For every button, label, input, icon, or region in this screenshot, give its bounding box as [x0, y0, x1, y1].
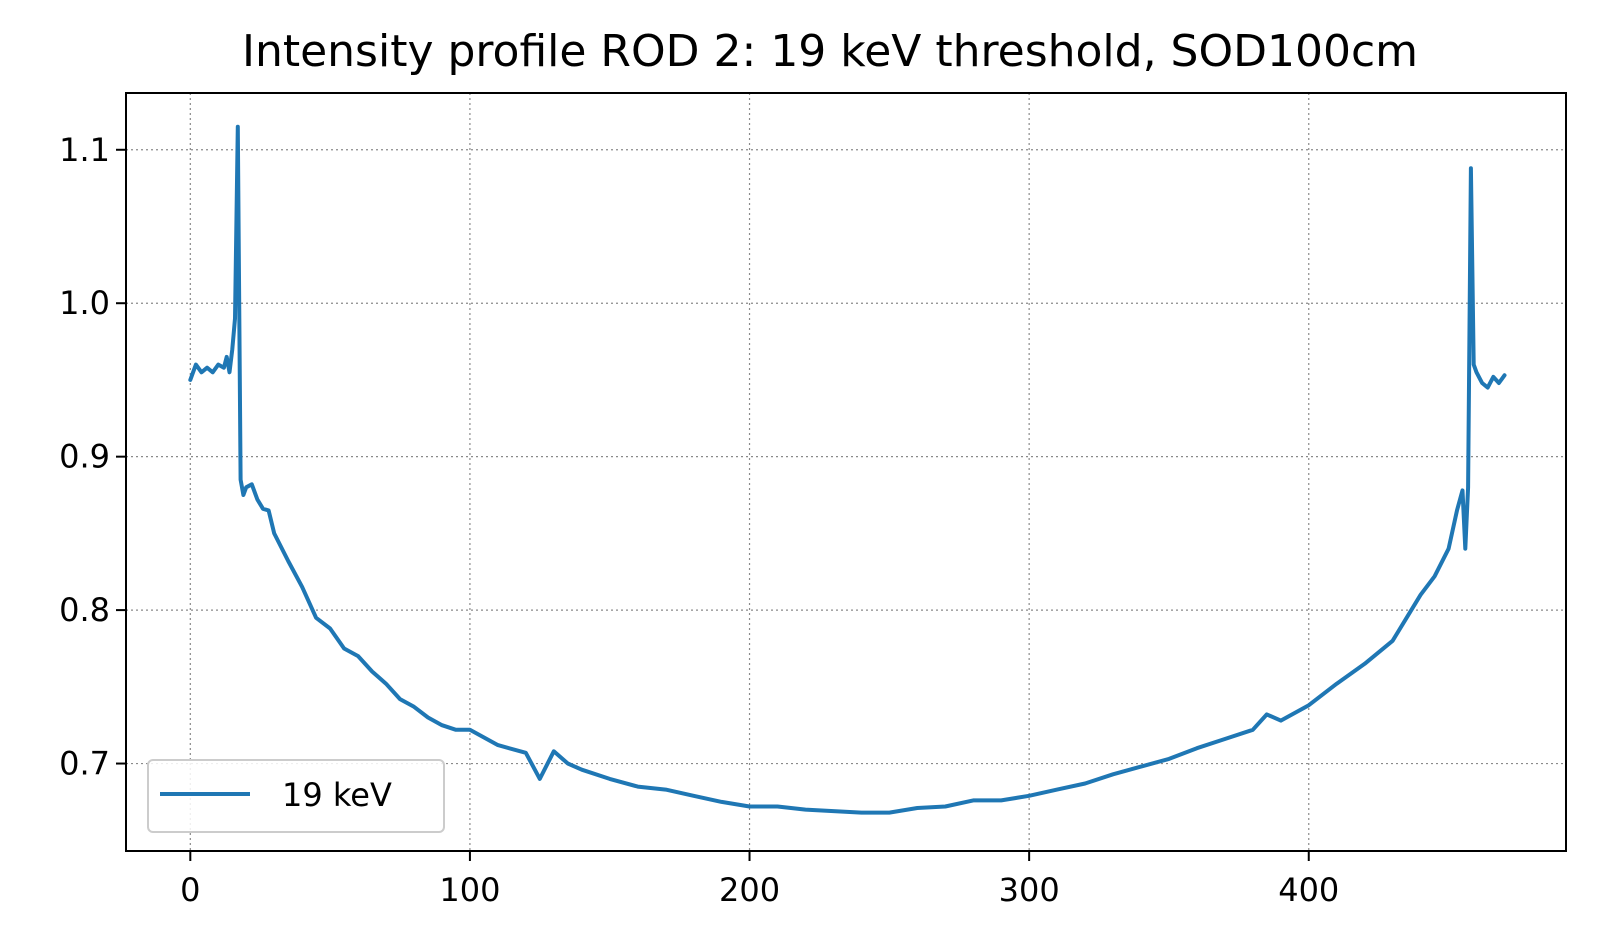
axis-ticks: 0 100 200 300 400 0.7 0.8 0.9 1.0 1.1: [59, 131, 1339, 909]
legend-label: 19 keV: [282, 776, 392, 814]
y-tick-label: 0.8: [59, 591, 110, 629]
x-tick-label: 200: [719, 871, 780, 909]
x-tick-label: 100: [439, 871, 500, 909]
chart-title: Intensity profile ROD 2: 19 keV threshol…: [242, 26, 1418, 77]
series-layer: [188, 124, 1507, 815]
y-tick-label: 1.1: [59, 131, 110, 169]
x-tick-label: 300: [999, 871, 1060, 909]
gridlines: [126, 93, 1566, 851]
y-tick-label: 0.7: [59, 745, 110, 783]
y-tick-label: 1.0: [59, 284, 110, 322]
y-tick-label: 0.9: [59, 438, 110, 476]
plot-area-frame: [125, 92, 1567, 852]
series-line-19-kev: [188, 124, 1507, 815]
legend: 19 keV: [147, 759, 445, 833]
x-tick-label: 0: [180, 871, 200, 909]
x-tick-label: 400: [1278, 871, 1339, 909]
legend-box: [147, 759, 445, 833]
